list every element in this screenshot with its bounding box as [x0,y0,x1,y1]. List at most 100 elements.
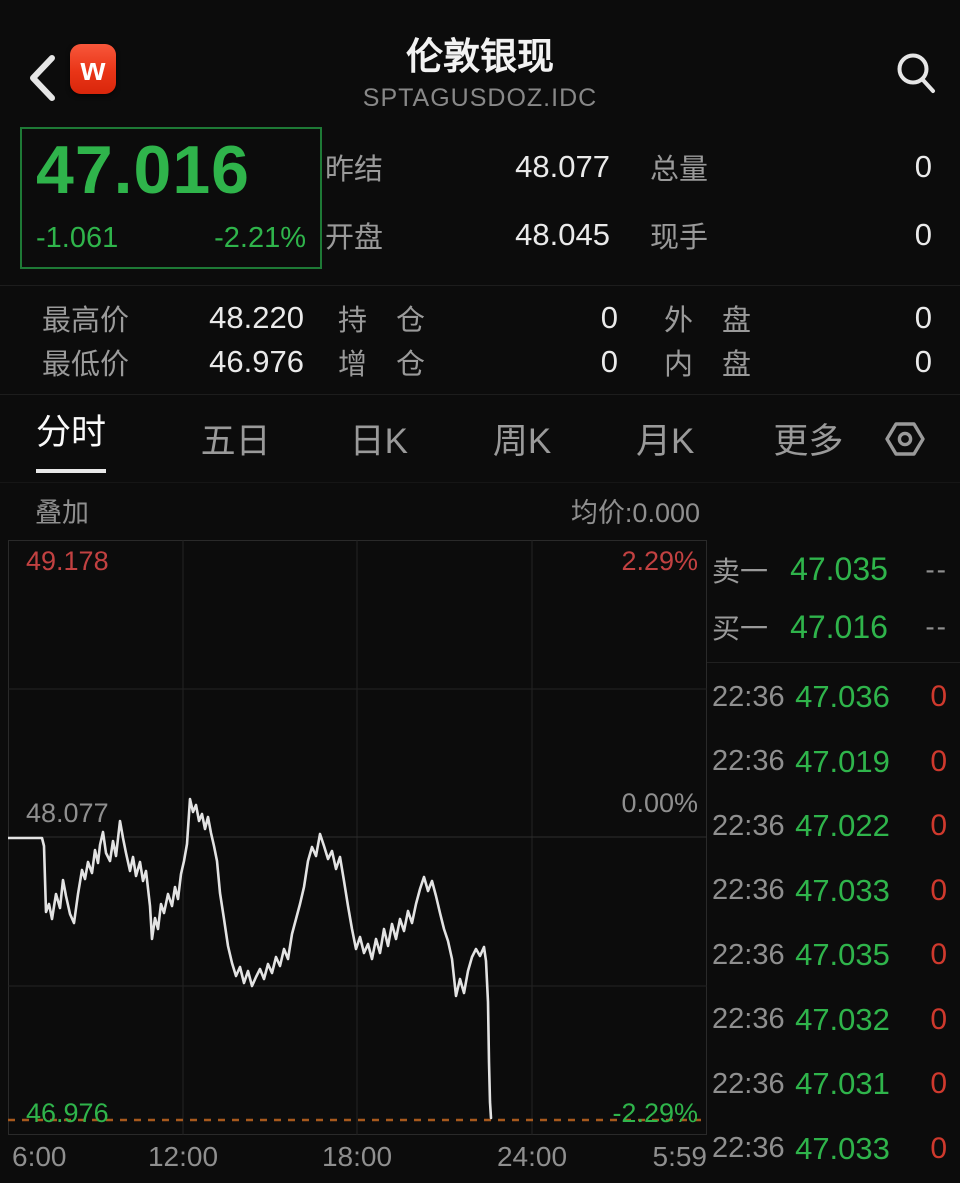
open-interest-value: 0 [600,300,618,335]
bid-row: 买一 47.016 -- [707,607,960,647]
trade-price: 47.033 [795,872,890,908]
trade-time: 22:36 [712,680,785,713]
header: w 伦敦银现 SPTAGUSDOZ.IDC [0,0,960,125]
tab-monthly-k[interactable]: 月K [636,422,695,461]
inner-volume-label: 内 盘 [664,349,752,381]
trade-price: 47.035 [795,937,890,973]
current-lot-value: 0 [914,217,932,252]
outer-volume-value: 0 [914,300,932,335]
total-volume-label: 总量 [650,154,709,186]
last-price-box: 47.016 -1.061 -2.21% [20,127,322,269]
trade-row[interactable]: 22:36 47.035 0 [707,923,960,988]
y-axis-low-percent: -2.29% [612,1098,698,1128]
trades-list[interactable]: 22:36 47.036 0 22:36 47.019 0 22:36 47.0… [707,663,960,1183]
high-label: 最高价 [42,305,130,337]
trade-time: 22:36 [712,1003,785,1036]
trade-time: 22:36 [712,1132,785,1165]
oi-change-value: 0 [600,344,618,379]
y-axis-low-price: 46.976 [26,1098,109,1128]
wind-app-logo[interactable]: w [70,44,116,94]
hex-nut-settings-icon [885,421,925,456]
trade-row[interactable]: 22:36 47.032 0 [707,988,960,1053]
stats-row-high: 最高价 48.220 持 仓 0 外 盘 0 [42,297,932,339]
trade-row[interactable]: 22:36 47.033 0 [707,859,960,924]
order-panel: 卖一 47.035 -- 买一 47.016 -- 22:36 47.036 0… [707,535,960,1183]
ask-row: 卖一 47.035 -- [707,550,960,590]
open-label: 开盘 [325,222,384,254]
trade-volume: 0 [930,809,947,843]
trade-volume: 0 [930,1067,947,1101]
wind-logo-letter: w [80,50,106,87]
search-button[interactable] [894,50,938,96]
x-tick: 18:00 [321,1141,393,1172]
trade-time: 22:36 [712,1067,785,1100]
tab-daily-k[interactable]: 日K [349,422,408,461]
trade-price: 47.036 [795,679,890,715]
ask-price: 47.035 [790,551,888,588]
prev-settle-value: 48.077 [515,149,610,184]
trade-time: 22:36 [712,874,785,907]
y-axis-high-percent: 2.29% [621,546,698,576]
trade-time: 22:36 [712,938,785,971]
chart-tab-bar: 分时 五日 日K 周K 月K 更多 [0,395,960,483]
x-tick: 6:00 [12,1141,67,1172]
tab-weekly-k[interactable]: 周K [492,422,552,461]
trade-volume: 0 [930,1002,947,1036]
trade-row[interactable]: 22:36 47.022 0 [707,794,960,859]
x-axis: 6:00 12:00 18:00 24:00 5:59 [8,1141,707,1177]
trade-row[interactable]: 22:36 47.033 0 [707,1117,960,1182]
open-value: 48.045 [515,217,610,252]
trade-volume: 0 [930,873,947,907]
stats-row-low: 最低价 46.976 增 仓 0 内 盘 0 [42,341,932,383]
trade-row[interactable]: 22:36 47.031 0 [707,1052,960,1117]
trade-volume: 0 [930,1131,947,1165]
quote-section: 47.016 -1.061 -2.21% 昨结 48.077 总量 0 开盘 4… [0,125,960,285]
low-label: 最低价 [42,349,130,381]
oi-change-label: 增 仓 [338,349,426,381]
tab-five-day[interactable]: 五日 [200,422,271,461]
trade-volume: 0 [930,680,947,714]
page-title: 伦敦银现 [406,36,554,77]
price-change: -1.061 [36,222,119,254]
y-axis-mid-price: 48.077 [26,798,109,828]
last-price: 47.016 [36,132,250,208]
total-volume-value: 0 [914,149,932,184]
high-value: 48.220 [209,300,304,335]
instrument-code: SPTAGUSDOZ.IDC [362,84,598,112]
overlay-button[interactable]: 叠加 [35,498,89,528]
x-tick: 5:59 [652,1141,708,1172]
back-button[interactable] [24,52,60,104]
quote-grid: 昨结 48.077 总量 0 开盘 48.045 现手 0 [325,125,932,275]
trade-volume: 0 [930,744,947,778]
bid-price: 47.016 [790,608,888,645]
inner-volume-value: 0 [914,344,932,379]
prev-settle-label: 昨结 [325,154,384,186]
trade-row[interactable]: 22:36 47.036 0 [707,665,960,730]
search-icon [897,53,935,93]
y-axis-high-price: 49.178 [26,546,109,576]
tab-minute[interactable]: 分时 [36,404,164,473]
current-lot-label: 现手 [650,222,709,254]
tab-more[interactable]: 更多 [773,422,844,461]
trade-price: 47.019 [795,743,890,779]
order-book: 卖一 47.035 -- 买一 47.016 -- [707,535,960,663]
chevron-left-icon [30,55,55,101]
x-tick: 12:00 [147,1141,219,1172]
chart-header: 叠加 均价:0.000 [0,483,960,533]
price-change-percent: -2.21% [214,222,306,254]
average-price-label: 均价:0.000 [570,498,700,528]
trade-row[interactable]: 22:36 47.019 0 [707,730,960,795]
chart-settings-button[interactable] [880,417,934,461]
x-tick: 24:00 [496,1141,568,1172]
trade-volume: 0 [930,938,947,972]
stats-section: 最高价 48.220 持 仓 0 外 盘 0 最低价 46.976 增 仓 0 … [0,285,960,395]
outer-volume-label: 外 盘 [664,305,752,337]
bid-volume: -- [925,611,948,643]
bid-label: 买一 [712,613,769,645]
minute-chart[interactable]: 49.178 2.29% 48.077 0.00% 46.976 -2.29% [8,540,707,1135]
trade-price: 47.032 [795,1001,890,1037]
trade-time: 22:36 [712,745,785,778]
open-interest-label: 持 仓 [338,305,426,337]
chart-canvas [8,540,707,1135]
